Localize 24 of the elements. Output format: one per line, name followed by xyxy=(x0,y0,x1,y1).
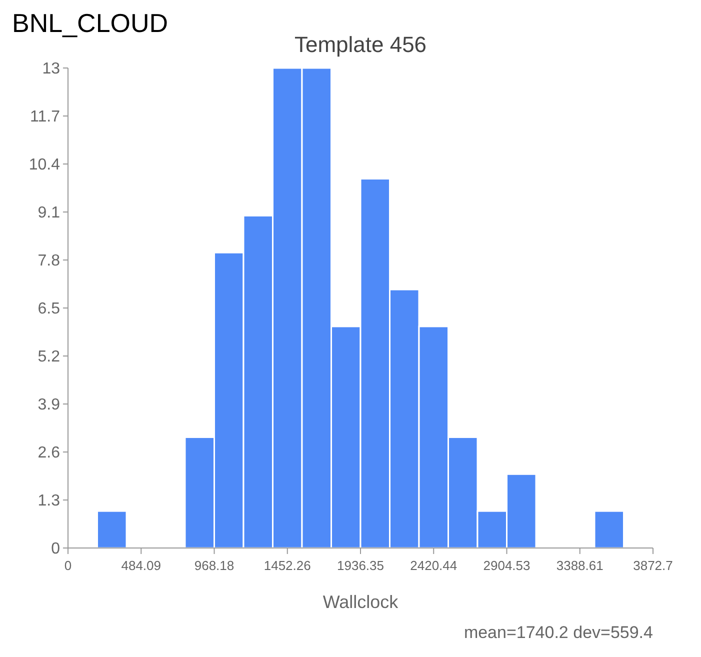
y-tick-label: 13 xyxy=(42,60,60,78)
y-tick-label: 0 xyxy=(51,540,60,558)
y-tick-label: 6.5 xyxy=(38,300,60,318)
y-tick-label: 10.4 xyxy=(28,156,60,174)
y-tick-label: 1.3 xyxy=(38,492,60,510)
text: BNL_CLOUD xyxy=(12,8,168,38)
x-tick-label: 3872.7 xyxy=(633,558,673,573)
y-tick-label: 2.6 xyxy=(38,444,60,462)
x-tick-label: 484.09 xyxy=(121,558,162,573)
text: mean=1740.2 dev=559.4 xyxy=(464,623,653,642)
y-tick-label: 5.2 xyxy=(38,348,60,366)
x-tick-label: 1452.26 xyxy=(264,558,311,573)
x-tick-label: 2904.53 xyxy=(483,558,530,573)
y-tick-label: 9.1 xyxy=(38,204,60,222)
y-tick-label: 11.7 xyxy=(30,108,60,126)
x-tick-label: 2420.44 xyxy=(410,558,458,573)
x-tick-label: 0 xyxy=(64,558,72,573)
chart-title: Template 456 xyxy=(294,32,427,57)
y-tick-label: 3.9 xyxy=(38,396,60,414)
x-axis-title: Wallclock xyxy=(322,592,400,612)
x-tick-label: 1936.35 xyxy=(337,558,384,573)
x-tick-label: 3388.61 xyxy=(556,558,604,573)
x-tick-label: 968.18 xyxy=(194,558,234,573)
y-tick-label: 7.8 xyxy=(38,252,60,270)
